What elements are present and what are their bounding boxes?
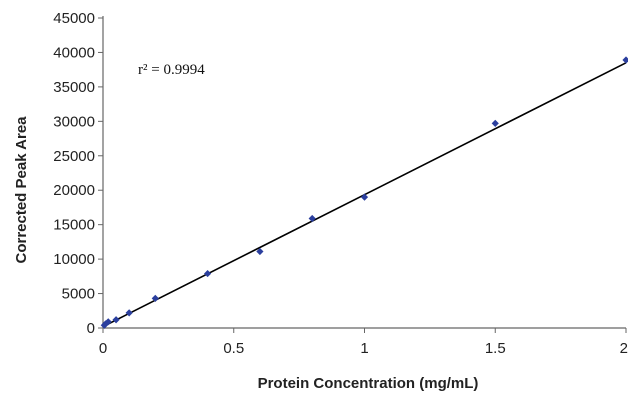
y-tick-label: 5000 bbox=[62, 286, 95, 303]
x-tick-label: 2 bbox=[620, 340, 628, 357]
data-points bbox=[100, 56, 628, 329]
data-point bbox=[102, 320, 110, 328]
data-point bbox=[256, 247, 264, 256]
x-axis-title: Protein Concentration (mg/mL) bbox=[258, 375, 479, 392]
data-point bbox=[308, 214, 316, 223]
x-axis-ticks: 0 0.5 1 1.5 2 bbox=[99, 328, 628, 357]
y-tick-label: 0 bbox=[87, 320, 95, 337]
data-point bbox=[112, 316, 120, 324]
x-tick-label: 0.5 bbox=[223, 340, 244, 357]
y-axis-title: Corrected Peak Area bbox=[13, 116, 30, 264]
data-point bbox=[104, 318, 112, 326]
data-point bbox=[204, 269, 212, 278]
x-tick-label: 1 bbox=[360, 340, 368, 357]
y-tick-label: 25000 bbox=[53, 148, 95, 165]
y-tick-label: 10000 bbox=[53, 251, 95, 268]
x-tick-label: 1.5 bbox=[485, 340, 506, 357]
x-tick-label: 0 bbox=[99, 340, 107, 357]
data-point bbox=[125, 309, 133, 317]
y-tick-label: 15000 bbox=[53, 217, 95, 234]
y-tick-label: 40000 bbox=[53, 44, 95, 61]
y-tick-label: 20000 bbox=[53, 182, 95, 199]
y-tick-label: 35000 bbox=[53, 79, 95, 96]
y-tick-label: 30000 bbox=[53, 113, 95, 130]
data-point bbox=[360, 193, 369, 201]
axes bbox=[102, 16, 626, 329]
data-point bbox=[491, 119, 499, 127]
r-squared-annotation: r² = 0.9994 bbox=[138, 62, 205, 78]
y-axis-ticks: 0 5000 10000 15000 20000 25000 30000 35000 40000… bbox=[53, 10, 103, 337]
data-point bbox=[622, 56, 628, 64]
y-tick-label: 45000 bbox=[53, 10, 95, 27]
data-point bbox=[151, 294, 159, 302]
